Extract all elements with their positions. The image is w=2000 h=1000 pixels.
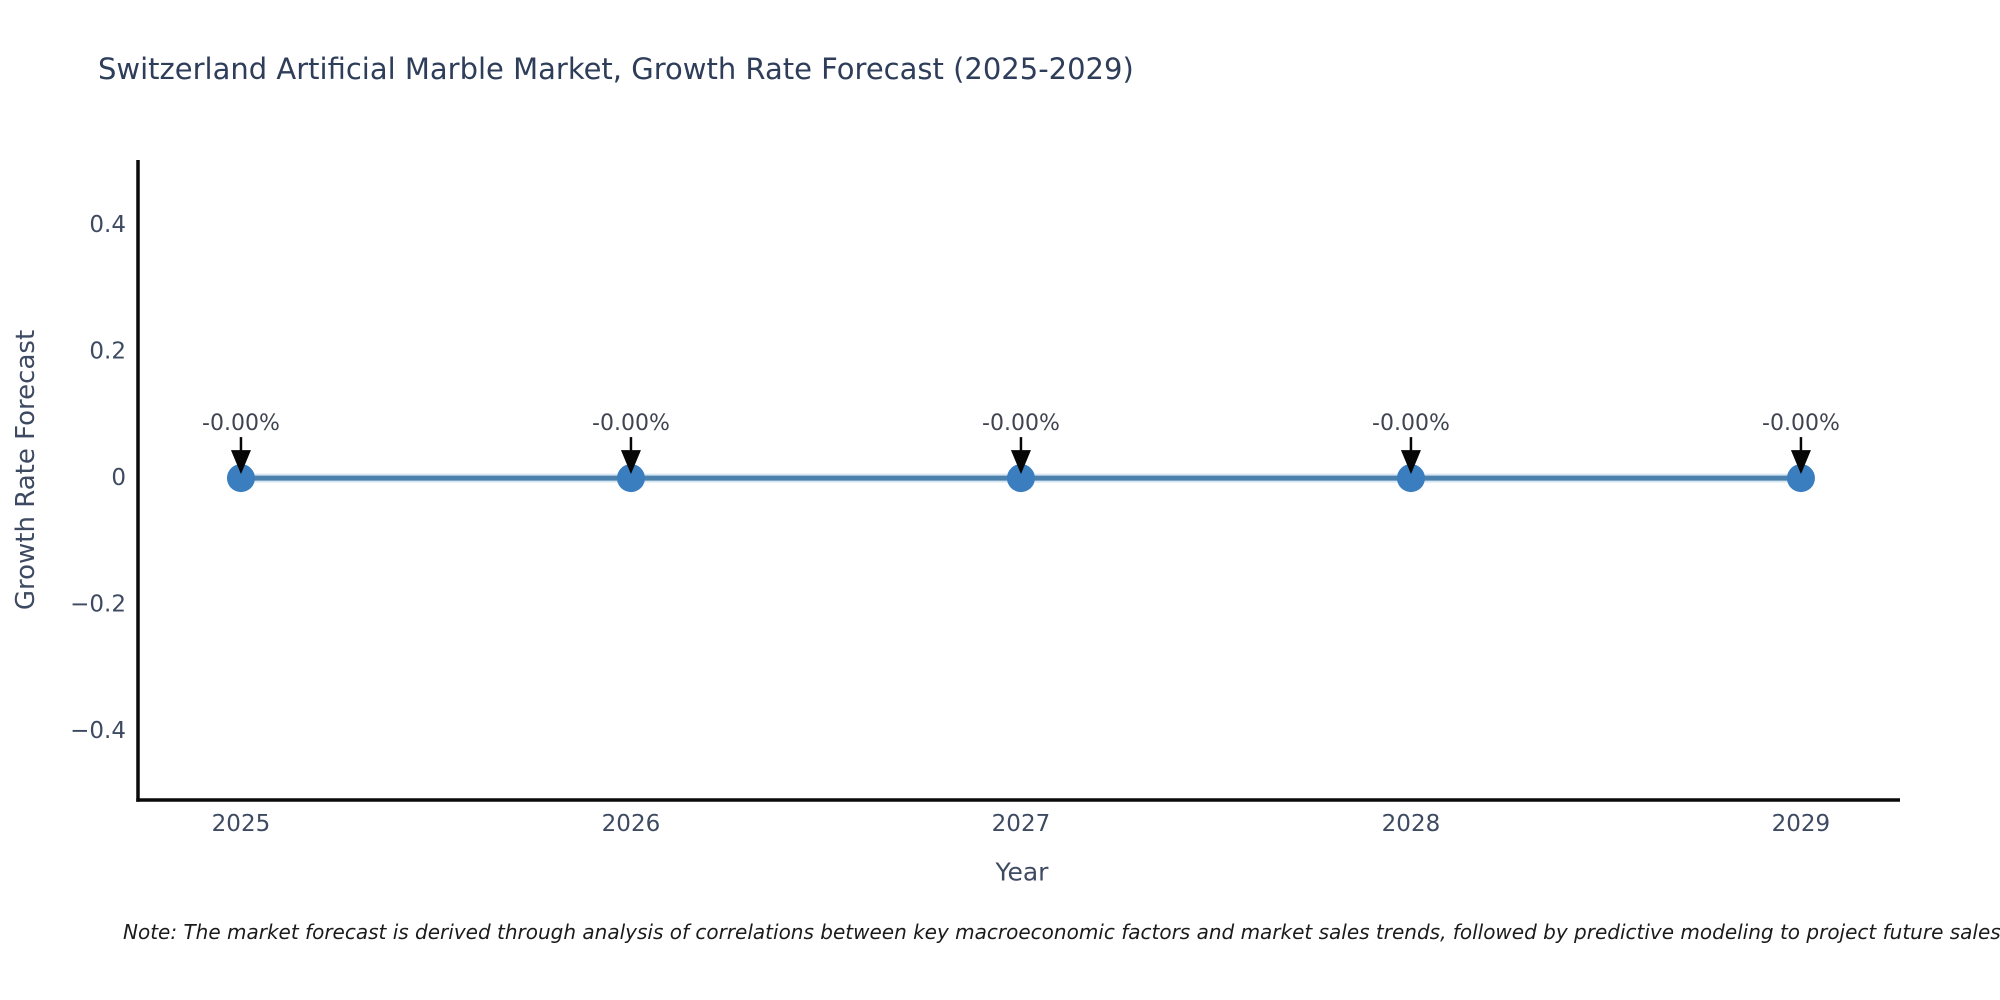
- data-point-label: -0.00%: [1372, 411, 1450, 436]
- data-point-label: -0.00%: [1762, 411, 1840, 436]
- x-tick-label: 2028: [1382, 811, 1441, 837]
- data-point-label: -0.00%: [982, 411, 1060, 436]
- data-point-marker: [1006, 464, 1035, 493]
- x-tick-label: 2025: [212, 811, 271, 837]
- annotation-arrow-head: [230, 450, 251, 475]
- data-point-marker: [1396, 464, 1425, 493]
- annotation-arrow-head: [1010, 450, 1031, 475]
- x-tick-label: 2029: [1772, 811, 1831, 837]
- x-axis-title: Year: [995, 857, 1049, 887]
- y-tick-label: 0.4: [89, 212, 126, 238]
- data-point-marker: [1786, 464, 1815, 493]
- y-tick-label: 0: [111, 465, 126, 491]
- annotation-arrow-head: [620, 450, 641, 475]
- data-point-marker: [226, 464, 255, 493]
- x-tick-label: 2026: [602, 811, 661, 837]
- y-tick-label: −0.4: [70, 718, 126, 744]
- data-point-label: -0.00%: [202, 411, 280, 436]
- y-tick-label: 0.2: [89, 339, 126, 365]
- x-tick-label: 2027: [992, 811, 1051, 837]
- annotation-arrow-head: [1400, 450, 1421, 475]
- data-point-label: -0.00%: [592, 411, 670, 436]
- annotation-arrow-head: [1790, 450, 1811, 475]
- data-point-marker: [616, 464, 645, 493]
- chart-title: Switzerland Artificial Marble Market, Gr…: [98, 52, 1134, 86]
- y-tick-label: −0.2: [70, 592, 126, 618]
- footnote: Note: The market forecast is derived thr…: [123, 920, 2000, 944]
